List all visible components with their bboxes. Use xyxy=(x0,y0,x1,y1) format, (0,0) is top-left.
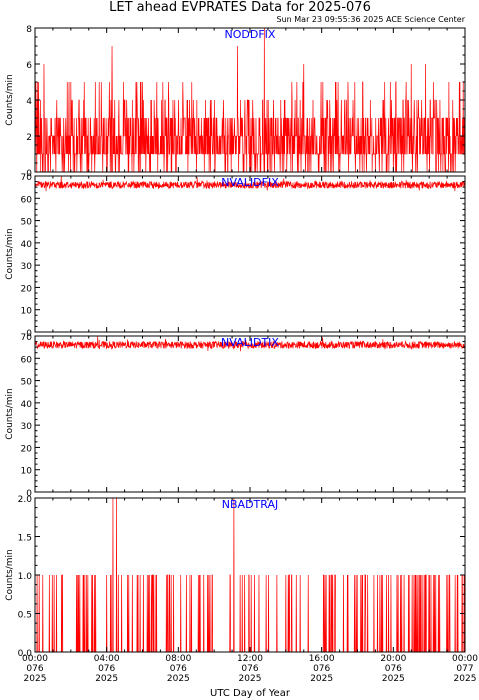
x-tick-label-doy: 076 xyxy=(385,664,402,674)
y-tick-label: 50 xyxy=(21,378,33,388)
panels: 0 2 4 6 8 Counts/min NODDFIX 0 10 20 30 40 50 60 70 Cou… xyxy=(5,25,466,659)
y-tick-label: 8 xyxy=(26,25,32,35)
y-tick-label: 10 xyxy=(21,467,33,477)
y-axis-label: Counts/min xyxy=(5,228,15,279)
x-tick-label-year: 2025 xyxy=(382,674,405,684)
panel-label: NBADTRAJ xyxy=(222,498,278,511)
y-tick-label: 60 xyxy=(21,195,33,205)
x-tick-label-doy: 076 xyxy=(313,664,330,674)
y-tick-label: 1.5 xyxy=(18,534,32,544)
y-tick-label: 50 xyxy=(21,218,33,228)
y-tick-label: 0 xyxy=(26,489,32,499)
y-tick-label: 1.0 xyxy=(18,572,33,582)
y-tick-label: 20 xyxy=(21,284,33,294)
y-axis-label: Counts/min xyxy=(5,549,15,600)
y-tick-label: 0 xyxy=(26,329,32,339)
y-tick-label: 0 xyxy=(26,169,32,179)
chart-title: LET ahead EVPRATES Data for 2025-076 xyxy=(109,0,371,15)
x-tick-label-time: 08:00 xyxy=(165,654,191,664)
x-tick-label-year: 2025 xyxy=(95,674,118,684)
series-line-nvalidfix xyxy=(35,176,465,192)
y-tick-label: 6 xyxy=(26,61,32,71)
panel-noddfix: 0 2 4 6 8 Counts/min NODDFIX xyxy=(5,25,466,179)
y-tick-label: 2.0 xyxy=(18,495,33,505)
y-tick-label: 4 xyxy=(26,97,32,107)
panel-nvalidfix: 0 10 20 30 40 50 60 70 Counts/min NVALIDFIX xyxy=(5,173,466,339)
x-tick-label-doy: 076 xyxy=(170,664,187,674)
series-line-nvalidtix xyxy=(35,336,465,352)
x-tick-label-time: 20:00 xyxy=(380,654,406,664)
x-tick-label-time: 00:00 xyxy=(452,654,478,664)
panel-nbadtraj: 0.0 0.5 1.0 1.5 2.0 Counts/min NBADTRAJ xyxy=(5,495,466,659)
x-tick-label-time: 00:00 xyxy=(22,654,48,664)
y-axis-label: Counts/min xyxy=(5,74,15,125)
y-tick-label: 40 xyxy=(21,400,33,410)
y-tick-label: 10 xyxy=(21,307,33,317)
y-tick-label: 70 xyxy=(21,173,33,183)
y-tick-label: 20 xyxy=(21,444,33,454)
x-axis-label: UTC Day of Year xyxy=(210,688,291,699)
panel-label: NVALIDFIX xyxy=(221,176,279,189)
timestamp: Sun Mar 23 09:55:36 2025 ACE Science Cen… xyxy=(277,15,466,24)
panel-label: NODDFIX xyxy=(225,28,276,41)
x-tick-label-year: 2025 xyxy=(239,674,262,684)
y-tick-label: 40 xyxy=(21,240,33,250)
y-axis-label: Counts/min xyxy=(5,388,15,439)
x-tick-label-doy: 076 xyxy=(241,664,258,674)
series-line-nbadtraj xyxy=(35,498,465,652)
x-tick-label-doy: 076 xyxy=(26,664,43,674)
y-tick-label: 70 xyxy=(21,333,33,343)
y-tick-label: 60 xyxy=(21,355,33,365)
x-tick-label-year: 2025 xyxy=(167,674,190,684)
x-tick-label-time: 16:00 xyxy=(309,654,335,664)
x-tick-label-time: 12:00 xyxy=(237,654,263,664)
x-tick-labels: 00:00076202504:00076202508:00076202512:0… xyxy=(22,654,478,684)
panel-nvalidtix: 0 10 20 30 40 50 60 70 Counts/min NVALIDTIX xyxy=(5,333,466,499)
x-tick-label-doy: 077 xyxy=(456,664,473,674)
x-tick-label-year: 2025 xyxy=(310,674,333,684)
x-tick-label-year: 2025 xyxy=(24,674,47,684)
y-tick-label: 30 xyxy=(21,262,33,272)
y-tick-label: 0.5 xyxy=(18,611,32,621)
x-tick-label-doy: 076 xyxy=(98,664,115,674)
y-tick-label: 30 xyxy=(21,422,33,432)
y-tick-label: 2 xyxy=(26,133,32,143)
panel-label: NVALIDTIX xyxy=(221,336,279,349)
y-tick-label: 0.0 xyxy=(18,649,33,659)
x-tick-label-year: 2025 xyxy=(454,674,477,684)
x-tick-label-time: 04:00 xyxy=(94,654,120,664)
